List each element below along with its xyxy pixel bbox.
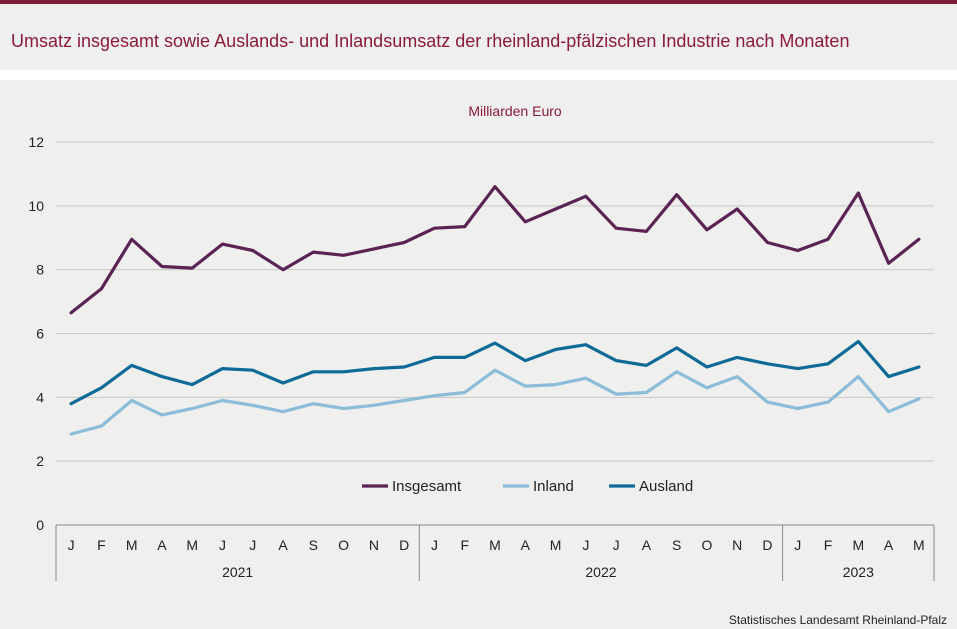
legend-label-insgesamt: Insgesamt <box>392 478 462 495</box>
x-tick-label: F <box>824 537 833 553</box>
y-tick-label: 0 <box>36 517 44 533</box>
x-tick-label: J <box>582 537 589 553</box>
x-tick-label: A <box>884 537 894 553</box>
source-note: Statistisches Landesamt Rheinland-Pfalz <box>728 613 947 627</box>
year-label: 2022 <box>585 564 616 580</box>
x-tick-label: D <box>399 537 409 553</box>
series-line-inland <box>69 368 921 436</box>
x-tick-label: J <box>613 537 620 553</box>
x-tick-label: A <box>278 537 288 553</box>
x-tick-label: N <box>369 537 379 553</box>
x-tick-label: J <box>219 537 226 553</box>
y-tick-label: 2 <box>36 453 44 469</box>
legend-label-ausland: Ausland <box>639 478 693 495</box>
top-accent-rule <box>0 0 957 4</box>
y-tick-label: 4 <box>36 389 44 405</box>
x-tick-label: N <box>732 537 742 553</box>
x-tick-label: A <box>521 537 531 553</box>
legend-label-inland: Inland <box>533 478 574 495</box>
x-tick-label: F <box>460 537 469 553</box>
line-chart: Milliarden Euro 0 2 4 6 8 10 12 J F M A M J J A S O N D J F M A… <box>28 103 935 581</box>
series-line-insgesamt <box>69 185 921 315</box>
x-tick-label: D <box>762 537 772 553</box>
y-tick-label: 12 <box>28 134 44 150</box>
title-separator <box>0 70 957 80</box>
y-tick-label: 10 <box>28 198 44 214</box>
y-axis-unit-label: Milliarden Euro <box>468 103 562 119</box>
x-tick-label: J <box>431 537 438 553</box>
x-tick-label: A <box>642 537 652 553</box>
x-tick-label: M <box>852 537 864 553</box>
x-tick-label: J <box>249 537 256 553</box>
x-tick-label: J <box>68 537 75 553</box>
x-tick-label: M <box>126 537 138 553</box>
chart-area: Milliarden Euro 0 2 4 6 8 10 12 J F M A M J J A S O N D J F M A… <box>0 80 957 629</box>
x-tick-label: M <box>489 537 501 553</box>
x-tick-label: S <box>309 537 318 553</box>
y-tick-label: 6 <box>36 326 44 342</box>
x-tick-label: A <box>157 537 167 553</box>
title-band: Umsatz insgesamt sowie Auslands- und Inl… <box>0 4 957 70</box>
x-tick-label: S <box>672 537 681 553</box>
x-tick-label: O <box>701 537 712 553</box>
series-line-ausland <box>69 339 921 406</box>
x-tick-label: O <box>338 537 349 553</box>
y-tick-label: 8 <box>36 262 44 278</box>
x-tick-label: F <box>97 537 106 553</box>
year-label: 2021 <box>222 564 253 580</box>
x-tick-label: M <box>186 537 198 553</box>
x-tick-label: M <box>550 537 562 553</box>
year-label: 2023 <box>843 564 874 580</box>
x-tick-label: J <box>794 537 801 553</box>
x-tick-label: M <box>913 537 925 553</box>
chart-title: Umsatz insgesamt sowie Auslands- und Inl… <box>11 31 850 51</box>
